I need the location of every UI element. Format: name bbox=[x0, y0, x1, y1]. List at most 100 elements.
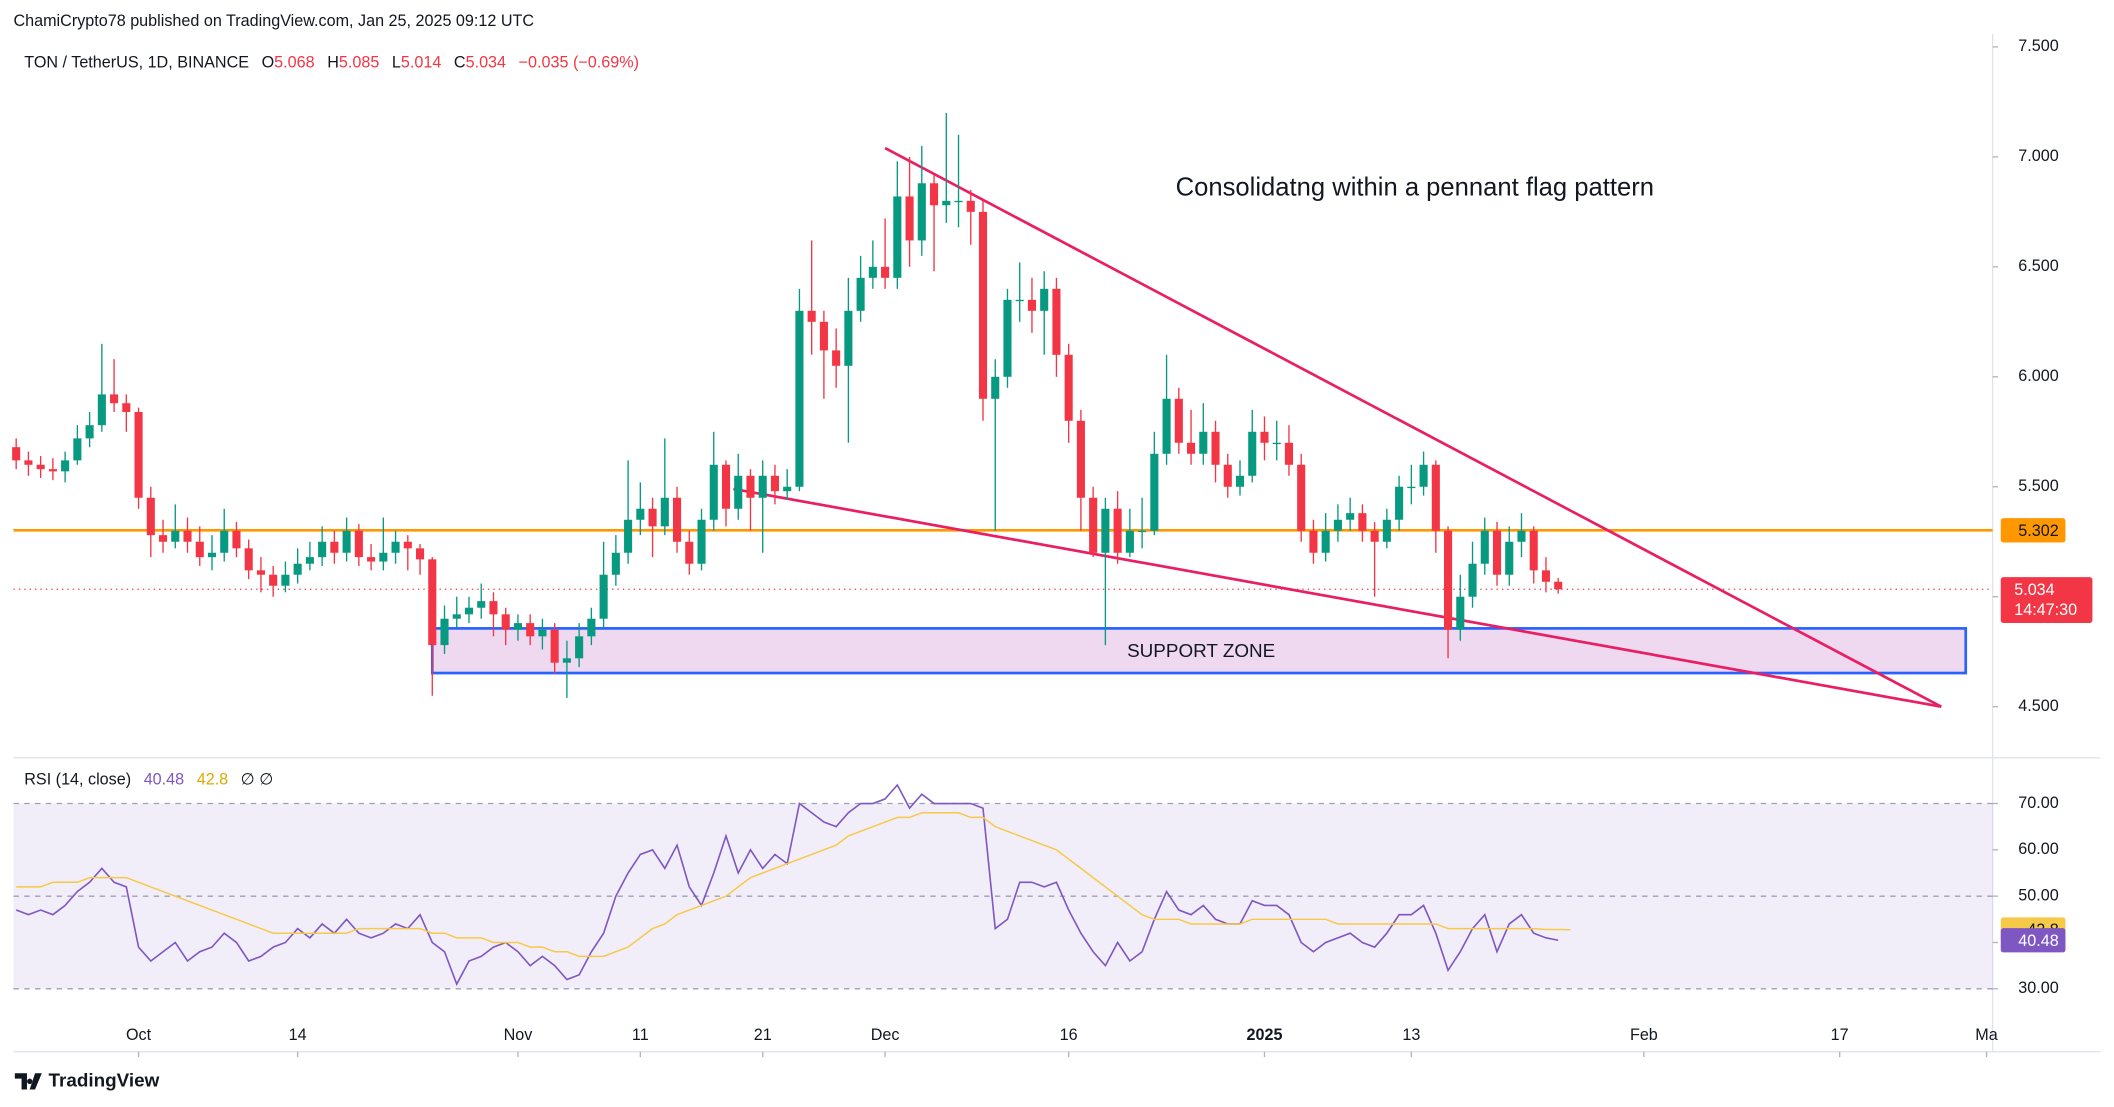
candle bbox=[1492, 521, 1502, 586]
candle-body bbox=[403, 541, 412, 549]
key: O bbox=[262, 54, 275, 72]
candle bbox=[513, 614, 522, 641]
candle bbox=[1235, 460, 1245, 496]
candle bbox=[342, 517, 351, 562]
candle-body bbox=[1382, 519, 1391, 542]
candle-body bbox=[48, 469, 57, 472]
candle-body bbox=[624, 519, 633, 553]
candle-body bbox=[1211, 431, 1220, 465]
candle-body bbox=[795, 310, 804, 487]
candle bbox=[1468, 541, 1477, 608]
countdown: 14:47:30 bbox=[2014, 601, 2077, 619]
candle bbox=[1358, 504, 1367, 542]
candle bbox=[1138, 497, 1147, 549]
candle bbox=[562, 640, 571, 698]
candle-body bbox=[1480, 530, 1489, 564]
candle bbox=[367, 543, 376, 571]
x-tick-label: 21 bbox=[754, 1026, 772, 1044]
annotation: Consolidatng within a pennant flag patte… bbox=[1176, 174, 1654, 202]
candle-body bbox=[587, 618, 596, 637]
candle-body bbox=[978, 211, 988, 399]
candle-body bbox=[134, 411, 143, 498]
candle-body bbox=[97, 394, 106, 426]
candle bbox=[1541, 557, 1551, 593]
candle bbox=[697, 508, 706, 571]
rsi-value: 40.48 bbox=[144, 771, 184, 789]
candle-body bbox=[256, 570, 265, 575]
candle-body bbox=[12, 447, 21, 461]
candle bbox=[1431, 460, 1440, 553]
candle-body bbox=[550, 629, 559, 663]
candle bbox=[318, 526, 327, 566]
candle-body bbox=[24, 460, 33, 465]
candle-body bbox=[844, 310, 853, 366]
y-tick-label: 5.500 bbox=[2018, 477, 2058, 495]
candle-body bbox=[1431, 464, 1440, 531]
candle bbox=[587, 607, 596, 646]
value: 5.068 bbox=[274, 54, 314, 72]
candle-body bbox=[832, 350, 841, 366]
x-tick-label: 11 bbox=[632, 1026, 649, 1044]
rsi-suffix: ∅ ∅ bbox=[241, 771, 274, 789]
key: H bbox=[327, 54, 339, 72]
candle bbox=[672, 486, 682, 553]
candle bbox=[575, 623, 584, 668]
candle-body bbox=[354, 530, 363, 558]
candle bbox=[1321, 513, 1330, 562]
x-tick-label: Feb bbox=[1630, 1026, 1658, 1044]
candle-body bbox=[856, 277, 865, 311]
candle bbox=[134, 407, 143, 509]
candle bbox=[954, 134, 963, 228]
level-label: 5.302 bbox=[2018, 522, 2058, 540]
y-tick-label: 50.00 bbox=[2018, 886, 2058, 904]
candle bbox=[966, 189, 975, 245]
candle bbox=[24, 451, 33, 476]
candle-body bbox=[783, 486, 792, 492]
candle-body bbox=[1248, 431, 1257, 476]
candle bbox=[293, 548, 302, 584]
candle-body bbox=[379, 552, 388, 562]
candle-body bbox=[171, 530, 180, 542]
candle bbox=[844, 277, 853, 443]
price-legend: TON / TetherUS, 1D, BINANCE O5.068 H5.08… bbox=[24, 54, 639, 72]
candle bbox=[1260, 416, 1269, 461]
candle bbox=[881, 218, 890, 289]
candle bbox=[1554, 578, 1563, 594]
candle-body bbox=[942, 200, 951, 206]
candle-body bbox=[1052, 288, 1061, 355]
candle-body bbox=[1027, 299, 1036, 311]
candle-body bbox=[428, 559, 437, 646]
candle-body bbox=[930, 183, 939, 206]
candle bbox=[978, 200, 988, 421]
change: −0.035 (−0.69%) bbox=[519, 54, 639, 72]
rsi-title: RSI (14, close) bbox=[24, 771, 131, 789]
candle bbox=[403, 535, 412, 571]
candle bbox=[819, 310, 828, 399]
candle-body bbox=[220, 530, 229, 553]
brand-logo bbox=[14, 1073, 42, 1090]
candle bbox=[1419, 451, 1428, 496]
candle bbox=[1382, 508, 1391, 549]
candle-body bbox=[599, 574, 608, 619]
candle bbox=[1150, 431, 1159, 536]
candle-body bbox=[770, 475, 779, 492]
candle-body bbox=[464, 607, 474, 615]
candle-body bbox=[734, 475, 743, 509]
candle-body bbox=[819, 321, 828, 351]
symbol: TON / TetherUS, 1D, BINANCE bbox=[24, 54, 249, 72]
candle bbox=[1480, 517, 1489, 575]
candle bbox=[61, 451, 70, 483]
candle-body bbox=[513, 623, 522, 630]
candle bbox=[220, 508, 229, 562]
x-tick-label: 16 bbox=[1060, 1026, 1078, 1044]
rsi-line bbox=[16, 812, 1571, 958]
value: 5.014 bbox=[401, 54, 441, 72]
candle-body bbox=[1284, 442, 1294, 465]
candle-body bbox=[1407, 486, 1416, 489]
candle-body bbox=[110, 394, 119, 404]
candle-body bbox=[893, 196, 902, 278]
candle bbox=[795, 288, 804, 492]
candle bbox=[244, 539, 253, 580]
candle bbox=[1444, 526, 1453, 659]
